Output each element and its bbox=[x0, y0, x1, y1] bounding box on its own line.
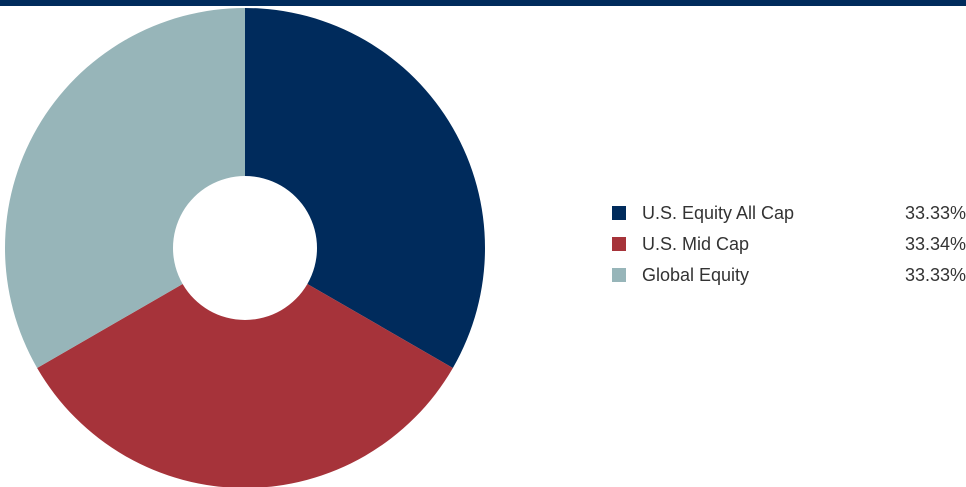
legend-label: U.S. Mid Cap bbox=[642, 234, 750, 254]
donut-chart bbox=[4, 8, 486, 487]
legend-swatch bbox=[612, 268, 626, 282]
legend-label: Global Equity bbox=[642, 265, 750, 285]
legend-value: 33.33% bbox=[904, 203, 966, 223]
donut-slice-global-equity bbox=[4, 8, 246, 368]
legend-swatch bbox=[612, 206, 626, 220]
header-bar bbox=[0, 0, 966, 6]
legend-value: 33.33% bbox=[904, 265, 966, 285]
legend-swatch bbox=[612, 237, 626, 251]
legend-label: U.S. Equity All Cap bbox=[642, 203, 795, 223]
donut-slice-us-mid-cap bbox=[37, 283, 453, 487]
legend-item-global-equity: Global Equity 33.33% bbox=[612, 265, 966, 296]
legend-item-us-mid-cap: U.S. Mid Cap 33.34% bbox=[612, 234, 966, 265]
chart-legend: U.S. Equity All Cap 33.33% U.S. Mid Cap … bbox=[612, 203, 966, 296]
legend-item-us-equity-all-cap: U.S. Equity All Cap 33.33% bbox=[612, 203, 966, 234]
legend-value: 33.34% bbox=[904, 234, 966, 254]
donut-slice-us-equity-all-cap bbox=[245, 8, 486, 368]
